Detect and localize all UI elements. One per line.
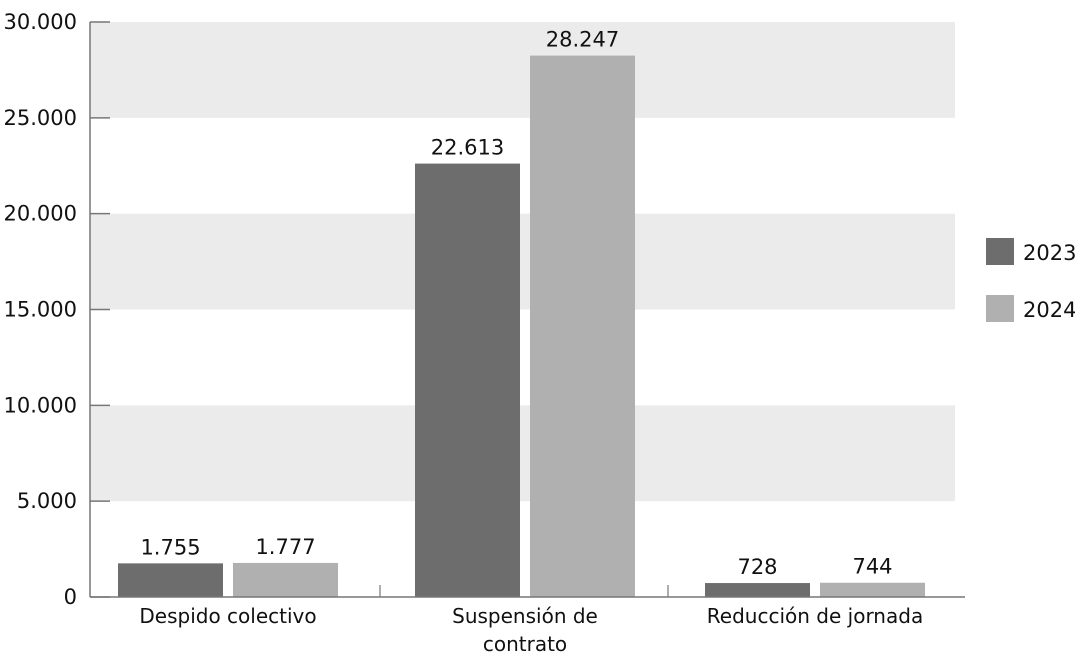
y-tick-label: 30.000 <box>4 10 77 34</box>
legend: 2023 2024 <box>986 238 1075 322</box>
value-labels: 1.755 1.777 22.613 28.247 728 744 <box>140 28 892 579</box>
value-label: 1.777 <box>255 535 315 559</box>
legend-swatch-2024 <box>986 295 1014 322</box>
x-tick-label: contrato <box>483 632 567 656</box>
legend-swatch-2023 <box>986 238 1014 265</box>
grid-bands <box>90 22 955 502</box>
legend-label: 2023 <box>1023 241 1075 265</box>
bar-2024-2 <box>530 55 635 597</box>
y-tick-label: 10.000 <box>4 393 77 417</box>
value-label: 744 <box>852 555 892 579</box>
value-label: 22.613 <box>431 136 504 160</box>
x-tick-label: Despido colectivo <box>139 604 316 628</box>
grid-band <box>90 22 955 118</box>
y-tick-label: 0 <box>64 585 77 609</box>
grid-band <box>90 213 955 310</box>
y-tick-label: 15.000 <box>4 298 77 322</box>
value-label: 28.247 <box>546 28 619 52</box>
bars <box>118 55 925 597</box>
bar-2024-3 <box>820 582 925 597</box>
y-tick-label: 5.000 <box>17 489 77 513</box>
x-tick-label: Reducción de jornada <box>707 604 923 628</box>
x-axis-labels: Despido colectivo Suspensión de contrato Re… <box>139 604 923 656</box>
x-tick-label: Suspensión de <box>452 604 598 628</box>
legend-label: 2024 <box>1023 298 1075 322</box>
y-axis-ticks: 0 5.000 10.000 15.000 20.000 25.000 30.000 <box>4 10 110 609</box>
bar-2023-3 <box>705 583 810 597</box>
grid-band <box>90 405 955 502</box>
bar-2023-1 <box>118 563 223 597</box>
bar-2024-1 <box>233 562 338 597</box>
y-tick-label: 25.000 <box>4 106 77 130</box>
value-label: 728 <box>737 555 777 579</box>
bar-2023-2 <box>415 163 520 597</box>
y-tick-label: 20.000 <box>4 202 77 226</box>
value-label: 1.755 <box>140 535 200 559</box>
